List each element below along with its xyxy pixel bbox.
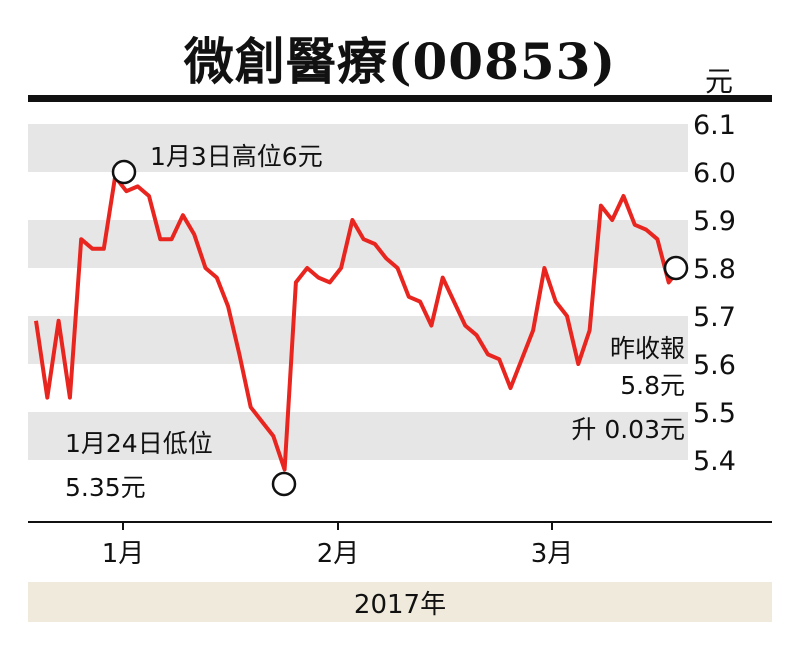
y-tick-label: 6.0 [693, 158, 736, 189]
x-tick-label: 1月 [102, 539, 145, 569]
marker-circle [271, 471, 297, 497]
year-footer: 2017年 [28, 582, 772, 622]
year-label: 2017年 [353, 589, 447, 620]
y-tick-label: 5.4 [693, 446, 736, 477]
chart-title: 微創醫療(00853) [183, 32, 617, 91]
y-tick-label: 6.1 [693, 110, 736, 141]
marker-circle [663, 255, 689, 281]
high-annotation: 1月3日高位6元 [150, 142, 323, 171]
y-axis-ticks: 6.1 6.0 5.9 5.8 5.7 5.6 5.5 5.4 [693, 110, 736, 477]
grid-band-0 [28, 124, 688, 172]
markers [111, 159, 689, 497]
marker-circle [111, 159, 137, 185]
close-annotation-line2: 5.8元 [620, 371, 685, 400]
close-annotation-line3: 升 0.03元 [571, 415, 685, 444]
x-tick-label: 3月 [531, 539, 574, 569]
y-tick-label: 5.9 [693, 206, 736, 237]
x-axis-ticks: 1月 2月 3月 [102, 522, 574, 569]
y-tick-label: 5.7 [693, 302, 736, 333]
y-tick-label: 5.8 [693, 254, 736, 285]
y-tick-label: 5.6 [693, 350, 736, 381]
grid-band-3 [28, 412, 688, 460]
close-annotation-line1: 昨收報 [610, 334, 685, 363]
low-annotation-line1: 1月24日低位 [65, 429, 213, 458]
y-tick-label: 5.5 [693, 398, 736, 429]
grid-bands [28, 124, 688, 460]
price-series-line [34, 174, 682, 472]
low-annotation-line2: 5.35元 [65, 473, 146, 502]
x-tick-label: 2月 [317, 539, 360, 569]
y-unit-label: 元 [705, 65, 734, 98]
title-rule [28, 95, 772, 102]
